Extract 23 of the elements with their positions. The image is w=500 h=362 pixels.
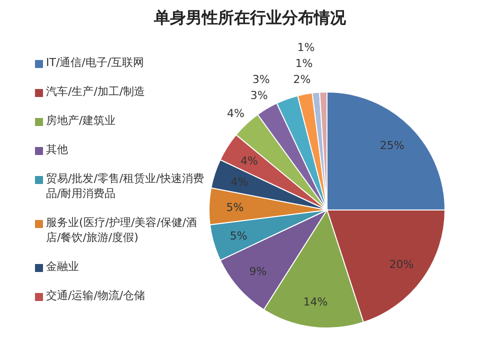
data-label: 5% [230,230,248,243]
legend-label: 其他 [46,142,68,157]
chart-title: 单身男性所在行业分布情况 [153,8,347,29]
data-label: 14% [303,295,328,308]
data-label: 5% [226,201,244,214]
legend-label: 交通/运输/物流/仓储 [46,288,146,303]
data-label: 1% [297,41,315,54]
legend-label: 汽车/生产/加工/制造 [46,84,146,99]
data-label: 1% [295,57,313,70]
data-label: 3% [250,89,268,102]
data-label: 4% [230,176,248,189]
data-label: 25% [380,138,404,152]
data-label: 9% [249,264,267,278]
data-label: 20% [389,258,414,272]
data-label: 4% [240,154,258,168]
data-label: 2% [293,73,311,86]
data-label: 4% [226,106,244,120]
legend-label: 金融业 [46,259,79,274]
data-label: 3% [252,73,270,86]
legend-label: 房地产/建筑业 [46,113,116,128]
legend-label: 服务业(医疗/护理/美容/保健/酒店/餐饮/旅游/度假) [46,215,198,245]
legend-label: 贸易/批发/零售/租赁业/快速消费品/耐用消费品 [46,171,205,201]
legend-label: IT/通信/电子/互联网 [46,55,144,70]
